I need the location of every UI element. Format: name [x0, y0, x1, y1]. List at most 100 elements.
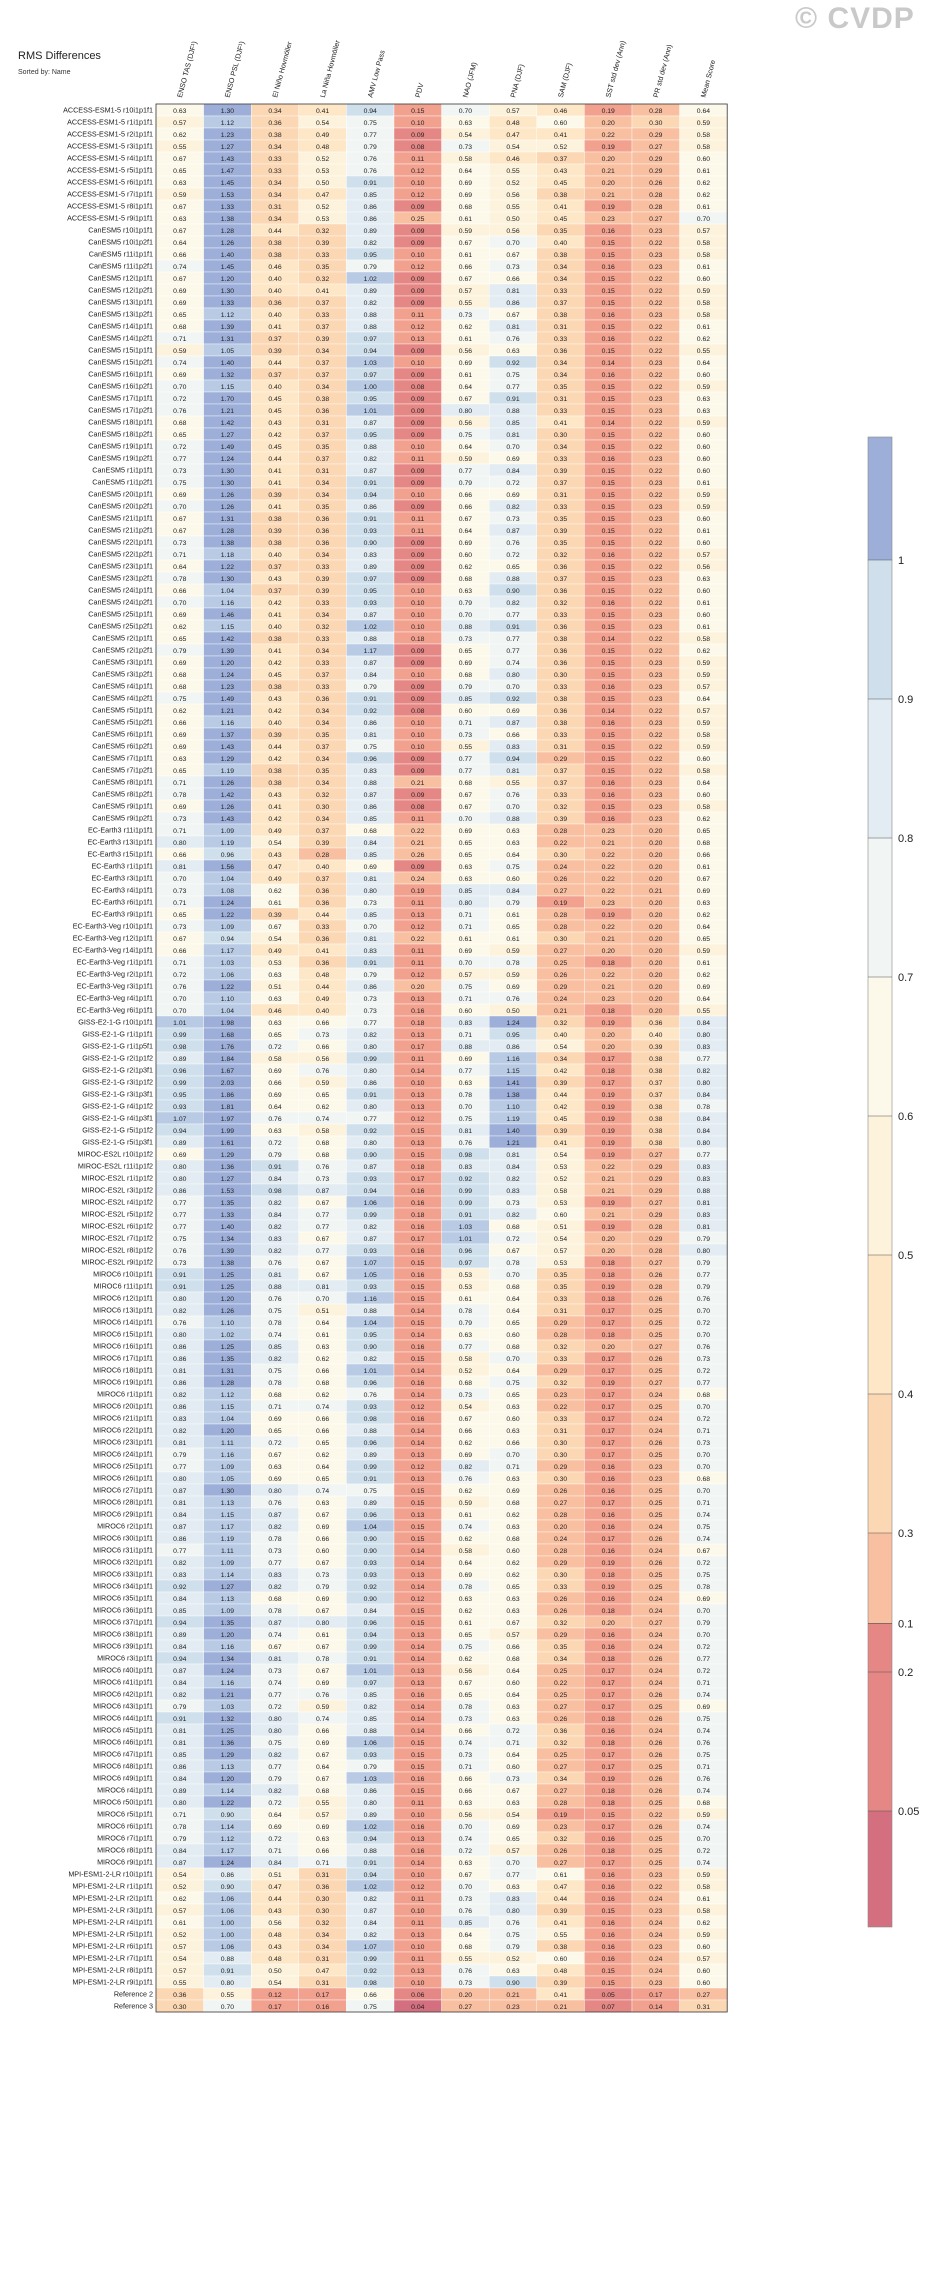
cell-value: 0.74: [697, 1824, 710, 1831]
cell-value: 0.69: [268, 1068, 281, 1075]
cell-value: 0.90: [221, 1884, 234, 1891]
cell-value: 0.64: [459, 384, 472, 391]
row-label: EC-Earth3 r15i1p1f1: [87, 850, 153, 859]
cell-value: 0.76: [316, 1692, 329, 1699]
cell-value: 0.62: [697, 1920, 710, 1927]
cell-value: 0.11: [411, 456, 424, 463]
cell-value: 0.67: [697, 876, 710, 883]
cell-value: 0.67: [268, 924, 281, 931]
cell-value: 0.80: [173, 1800, 186, 1807]
cell-value: 0.30: [554, 432, 567, 439]
row-label: EC-Earth3 r13i1p1f1: [87, 838, 153, 847]
cell-value: 1.76: [221, 1044, 234, 1051]
cell-value: 0.41: [316, 288, 329, 295]
cell-value: 0.22: [554, 840, 567, 847]
cell-value: 0.83: [173, 1572, 186, 1579]
row-label: MIROC6 r13i1p1f1: [93, 1306, 153, 1315]
cell-value: 0.77: [697, 1380, 710, 1387]
cell-value: 0.70: [459, 960, 472, 967]
cell-value: 0.37: [554, 768, 567, 775]
cell-value: 0.90: [364, 1596, 377, 1603]
cell-value: 0.66: [316, 1368, 329, 1375]
cell-value: 0.84: [364, 840, 377, 847]
cell-value: 0.19: [602, 1776, 615, 1783]
cell-value: 0.60: [697, 1980, 710, 1987]
cell-value: 0.19: [602, 1140, 615, 1147]
cell-value: 0.84: [268, 1176, 281, 1183]
cell-value: 0.68: [173, 684, 186, 691]
cell-value: 0.32: [554, 1020, 567, 1027]
cell-value: 0.60: [697, 1944, 710, 1951]
cell-value: 0.32: [316, 1920, 329, 1927]
cell-value: 0.79: [697, 1236, 710, 1243]
cell-value: 0.63: [268, 1464, 281, 1471]
cell-value: 0.74: [697, 1728, 710, 1735]
cell-value: 0.73: [459, 732, 472, 739]
cell-value: 0.49: [316, 996, 329, 1003]
cell-value: 0.11: [411, 312, 424, 319]
cell-value: 0.76: [268, 1116, 281, 1123]
cell-value: 0.79: [697, 1260, 710, 1267]
cell-value: 0.54: [268, 1980, 281, 1987]
cell-value: 0.77: [506, 648, 519, 655]
cell-value: 0.63: [506, 1884, 519, 1891]
colorbar-tick-label: 1: [898, 555, 904, 567]
cell-value: 0.16: [602, 456, 615, 463]
cell-value: 0.64: [506, 1692, 519, 1699]
cell-value: 0.86: [173, 1536, 186, 1543]
cell-value: 0.22: [649, 1884, 662, 1891]
cell-value: 0.24: [649, 1668, 662, 1675]
cell-value: 0.20: [649, 948, 662, 955]
cell-value: 0.91: [506, 624, 519, 631]
cell-value: 1.84: [221, 1056, 234, 1063]
cell-value: 0.33: [554, 504, 567, 511]
cell-value: 0.19: [554, 900, 567, 907]
cell-value: 0.77: [316, 1224, 329, 1231]
cell-value: 0.72: [506, 552, 519, 559]
cell-value: 1.15: [221, 384, 234, 391]
cell-value: 0.17: [602, 1692, 615, 1699]
cell-value: 0.27: [649, 216, 662, 223]
cell-value: 0.77: [506, 636, 519, 643]
cell-value: 0.75: [268, 1308, 281, 1315]
cell-value: 0.22: [649, 648, 662, 655]
cell-value: 0.95: [173, 1092, 186, 1099]
cell-value: 0.26: [649, 1824, 662, 1831]
cell-value: 0.80: [221, 1980, 234, 1987]
cell-value: 0.85: [364, 1692, 377, 1699]
cell-value: 0.77: [316, 1212, 329, 1219]
cell-value: 0.83: [697, 1212, 710, 1219]
row-label: MIROC6 r38i1p1f1: [93, 1630, 153, 1639]
row-label: EC-Earth3-Veg r3i1p1f1: [77, 982, 153, 991]
cell-value: 0.81: [506, 288, 519, 295]
row-label: GISS-E2-1-G r5i1p3f1: [82, 1138, 153, 1147]
cell-value: 0.15: [411, 1152, 424, 1159]
cell-value: 0.24: [649, 1896, 662, 1903]
cell-value: 0.83: [506, 744, 519, 751]
cell-value: 0.62: [268, 888, 281, 895]
cell-value: 0.23: [649, 480, 662, 487]
cell-value: 0.39: [554, 816, 567, 823]
cell-value: 0.19: [602, 1128, 615, 1135]
cell-value: 0.10: [411, 360, 424, 367]
cell-value: 0.16: [411, 1776, 424, 1783]
cell-value: 0.77: [173, 1548, 186, 1555]
cell-value: 0.24: [649, 1932, 662, 1939]
cell-value: 0.53: [459, 1284, 472, 1291]
cell-value: 0.62: [316, 1392, 329, 1399]
row-label: EC-Earth3-Veg r2i1p1f1: [77, 970, 153, 979]
cell-value: 0.98: [268, 1188, 281, 1195]
cell-value: 0.09: [411, 684, 424, 691]
row-label: CanESM5 r23i1p1f1: [88, 562, 153, 571]
cell-value: 1.81: [221, 1104, 234, 1111]
cell-value: 0.09: [411, 768, 424, 775]
cell-value: 0.64: [268, 1104, 281, 1111]
cell-value: 0.14: [411, 1644, 424, 1651]
cell-value: 0.76: [697, 1776, 710, 1783]
cell-value: 1.26: [221, 240, 234, 247]
cell-value: 0.77: [316, 1248, 329, 1255]
cell-value: 0.79: [506, 1944, 519, 1951]
cell-value: 1.17: [221, 1524, 234, 1531]
cell-value: 1.16: [221, 1644, 234, 1651]
cell-value: 1.15: [221, 624, 234, 631]
